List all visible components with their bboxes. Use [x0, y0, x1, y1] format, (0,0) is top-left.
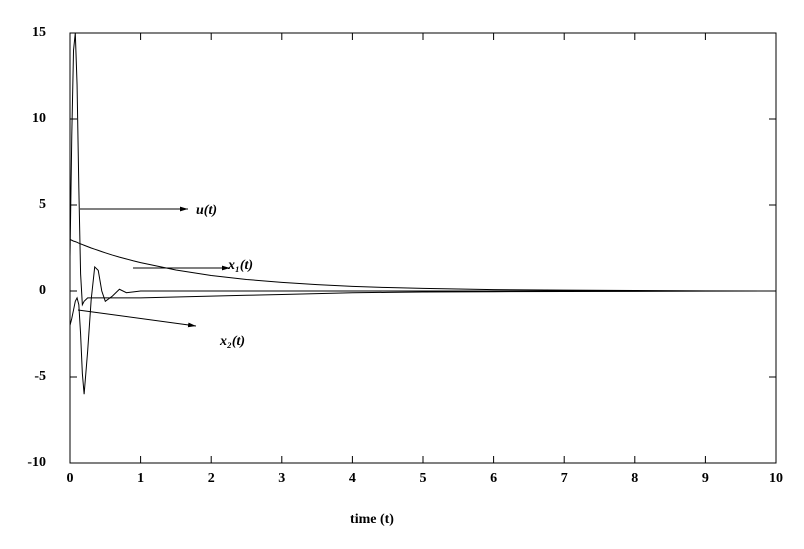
x-tick-label: 2 — [208, 471, 215, 486]
x-tick-label: 0 — [67, 471, 74, 486]
series-label: x₂(t) — [219, 334, 245, 349]
x-tick-label: 1 — [137, 471, 144, 486]
y-tick-label: 0 — [39, 283, 46, 298]
x-tick-label: 9 — [702, 471, 709, 486]
x-tick-label: 4 — [349, 471, 356, 486]
series-line — [69, 265, 776, 395]
x-axis-label: time (t) — [350, 512, 394, 527]
x-tick-label: 8 — [631, 471, 638, 486]
series-line — [69, 238, 777, 292]
annotation-arrow — [77, 309, 197, 328]
x-tick-label: 7 — [561, 471, 568, 486]
series-label: u(t) — [196, 203, 217, 218]
x-tick-label: 6 — [490, 471, 497, 486]
y-tick-label: -10 — [27, 455, 46, 470]
x-tick-label: 10 — [769, 471, 783, 486]
series-line — [69, 32, 777, 307]
y-tick-label: 5 — [39, 197, 46, 212]
series-label: x₁(t) — [227, 258, 253, 273]
y-tick-label: 15 — [32, 25, 46, 40]
x-tick-label: 5 — [420, 471, 427, 486]
y-tick-label: -5 — [34, 369, 46, 384]
y-tick-label: 10 — [32, 111, 46, 126]
plot-frame — [69, 32, 777, 464]
x-tick-label: 3 — [278, 471, 285, 486]
